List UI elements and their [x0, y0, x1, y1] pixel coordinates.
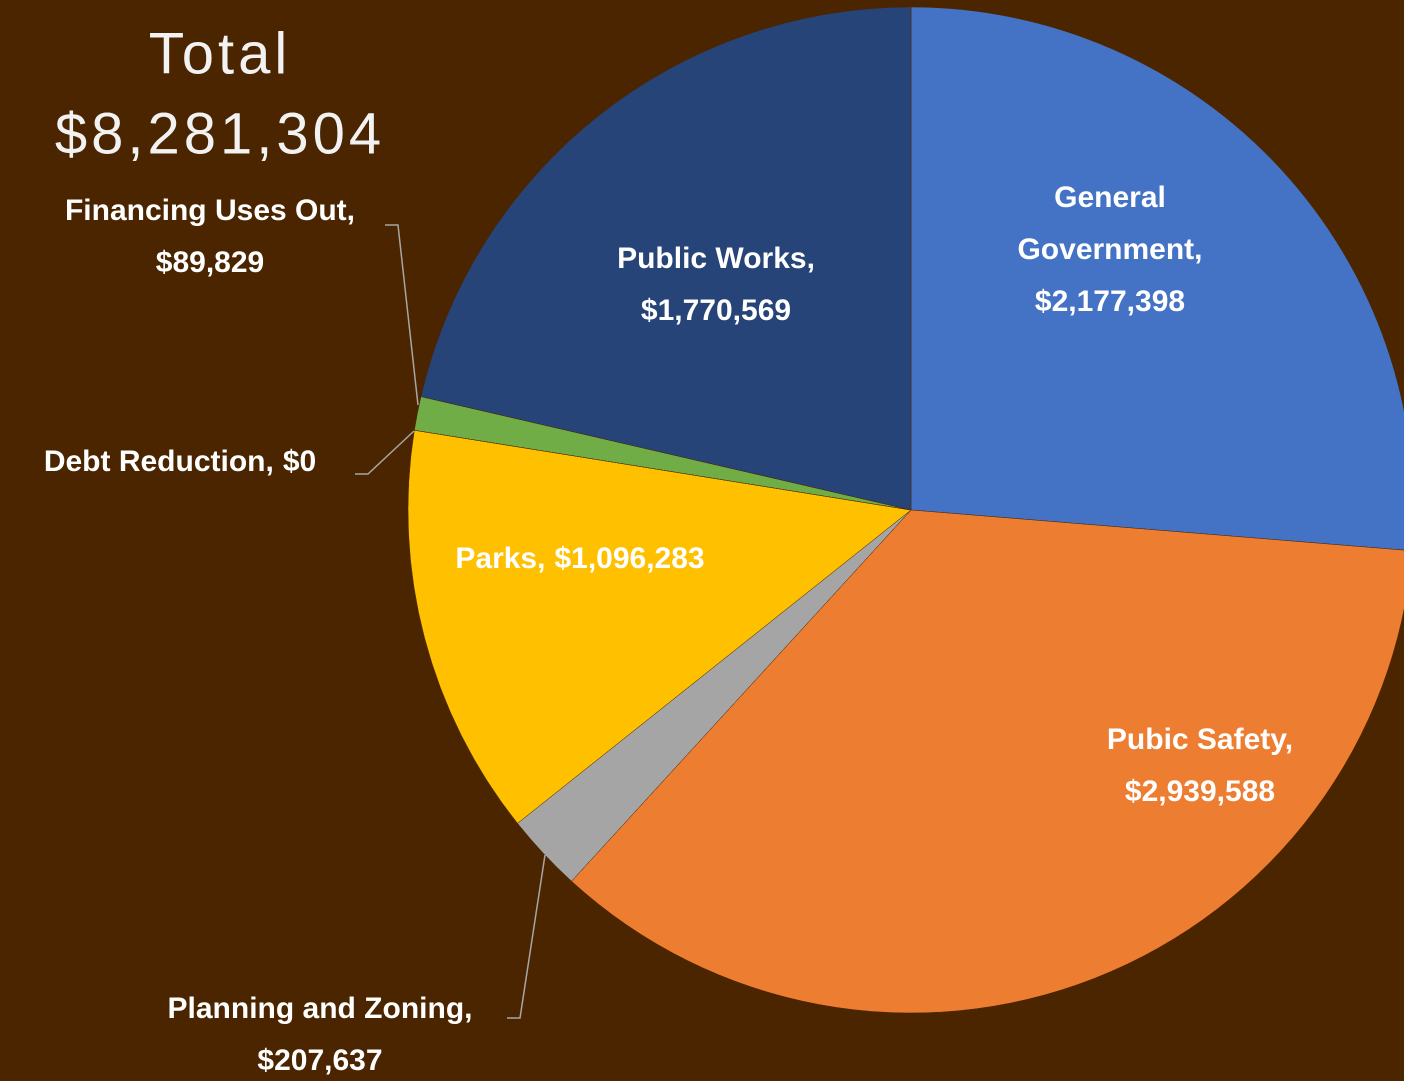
data-label-value: $1,770,569 — [641, 294, 791, 327]
data-label: Debt Reduction, $0 — [44, 445, 316, 478]
data-label: Parks, $1,096,283 — [455, 542, 704, 575]
data-label-category: Debt Reduction, — [44, 445, 274, 478]
pie-slice — [420, 6, 912, 511]
data-label-value: $2,177,398 — [1035, 285, 1185, 318]
data-label-category: Pubic Safety, — [1107, 723, 1293, 756]
data-label-value: $89,829 — [156, 246, 264, 279]
pie-slice — [910, 6, 1404, 551]
pie-slice — [571, 509, 1404, 1014]
data-label-category: Public Works, — [617, 242, 815, 275]
data-label-category: Government, — [1017, 233, 1202, 266]
leader-line — [507, 854, 546, 1019]
data-label: General Government, — [1017, 181, 1202, 266]
leader-line — [355, 430, 415, 475]
leader-line — [385, 224, 419, 406]
data-label-value: $2,939,588 — [1125, 775, 1275, 808]
chart-title: Total — [149, 21, 292, 86]
data-label-category: Planning and Zoning, — [168, 992, 473, 1025]
chart-subtitle: $8,281,304 — [55, 101, 385, 166]
data-label-value: $0 — [283, 445, 316, 478]
data-label-value: $1,096,283 — [554, 542, 704, 575]
data-label-value: $207,637 — [257, 1044, 382, 1077]
data-label-category: Financing Uses Out, — [65, 194, 355, 227]
pie-slice — [407, 429, 912, 824]
data-label-category: Parks, — [455, 542, 545, 575]
data-label-category: General — [1054, 181, 1166, 214]
